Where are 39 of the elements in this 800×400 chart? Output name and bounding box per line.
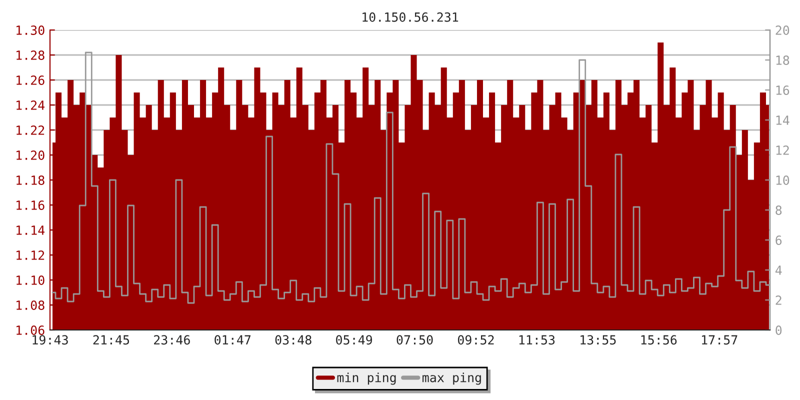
x-tick-label: 11:53 bbox=[519, 335, 555, 345]
y2-tick-label: 0 bbox=[776, 326, 782, 335]
y2-tick-label: 20 bbox=[776, 26, 790, 35]
x-tick-label: 03:48 bbox=[275, 335, 312, 345]
y-tick-label: 1.28 bbox=[16, 50, 44, 60]
y2-tick-label: 8 bbox=[776, 206, 782, 215]
y-tick-label: 1.20 bbox=[16, 150, 44, 160]
y2-tick-label: 6 bbox=[776, 236, 782, 245]
x-tick-label: 13:55 bbox=[580, 335, 616, 345]
x-tick-label: 21:45 bbox=[93, 335, 130, 345]
y2-tick-label: 14 bbox=[776, 116, 790, 125]
chart-title: 10.150.56.231 bbox=[362, 12, 458, 22]
y-tick-label: 1.24 bbox=[16, 100, 45, 110]
y-tick-label: 1.26 bbox=[16, 76, 44, 85]
legend-label: min ping bbox=[337, 372, 396, 385]
x-tick-label: 01:47 bbox=[214, 335, 251, 345]
x-tick-label: 15:56 bbox=[641, 335, 677, 345]
y2-tick-label: 12 bbox=[776, 146, 789, 155]
x-tick-label: 17:57 bbox=[702, 335, 738, 345]
y-tick-label: 1.10 bbox=[16, 276, 44, 285]
y2-tick-label: 18 bbox=[776, 56, 790, 65]
y-tick-label: 1.30 bbox=[16, 26, 44, 35]
y-tick-label: 1.18 bbox=[16, 176, 44, 185]
x-tick-label: 09:52 bbox=[458, 335, 494, 345]
legend-label: max ping bbox=[422, 372, 481, 385]
y2-tick-label: 4 bbox=[775, 266, 782, 275]
x-tick-label: 23:46 bbox=[154, 335, 190, 345]
y-tick-label: 1.06 bbox=[16, 326, 44, 335]
x-tick-label: 07:50 bbox=[396, 335, 433, 345]
y-tick-label: 1.22 bbox=[16, 126, 44, 135]
x-tick-label: 19:43 bbox=[32, 335, 68, 345]
y2-tick-label: 10 bbox=[776, 176, 790, 185]
y-tick-label: 1.08 bbox=[16, 300, 44, 310]
y2-tick-label: 2 bbox=[776, 296, 782, 305]
y-tick-label: 1.14 bbox=[16, 226, 45, 235]
x-tick-label: 05:49 bbox=[336, 335, 372, 345]
y2-tick-label: 16 bbox=[776, 86, 790, 95]
y-tick-label: 1.12 bbox=[16, 250, 44, 260]
y-tick-label: 1.16 bbox=[16, 200, 44, 210]
